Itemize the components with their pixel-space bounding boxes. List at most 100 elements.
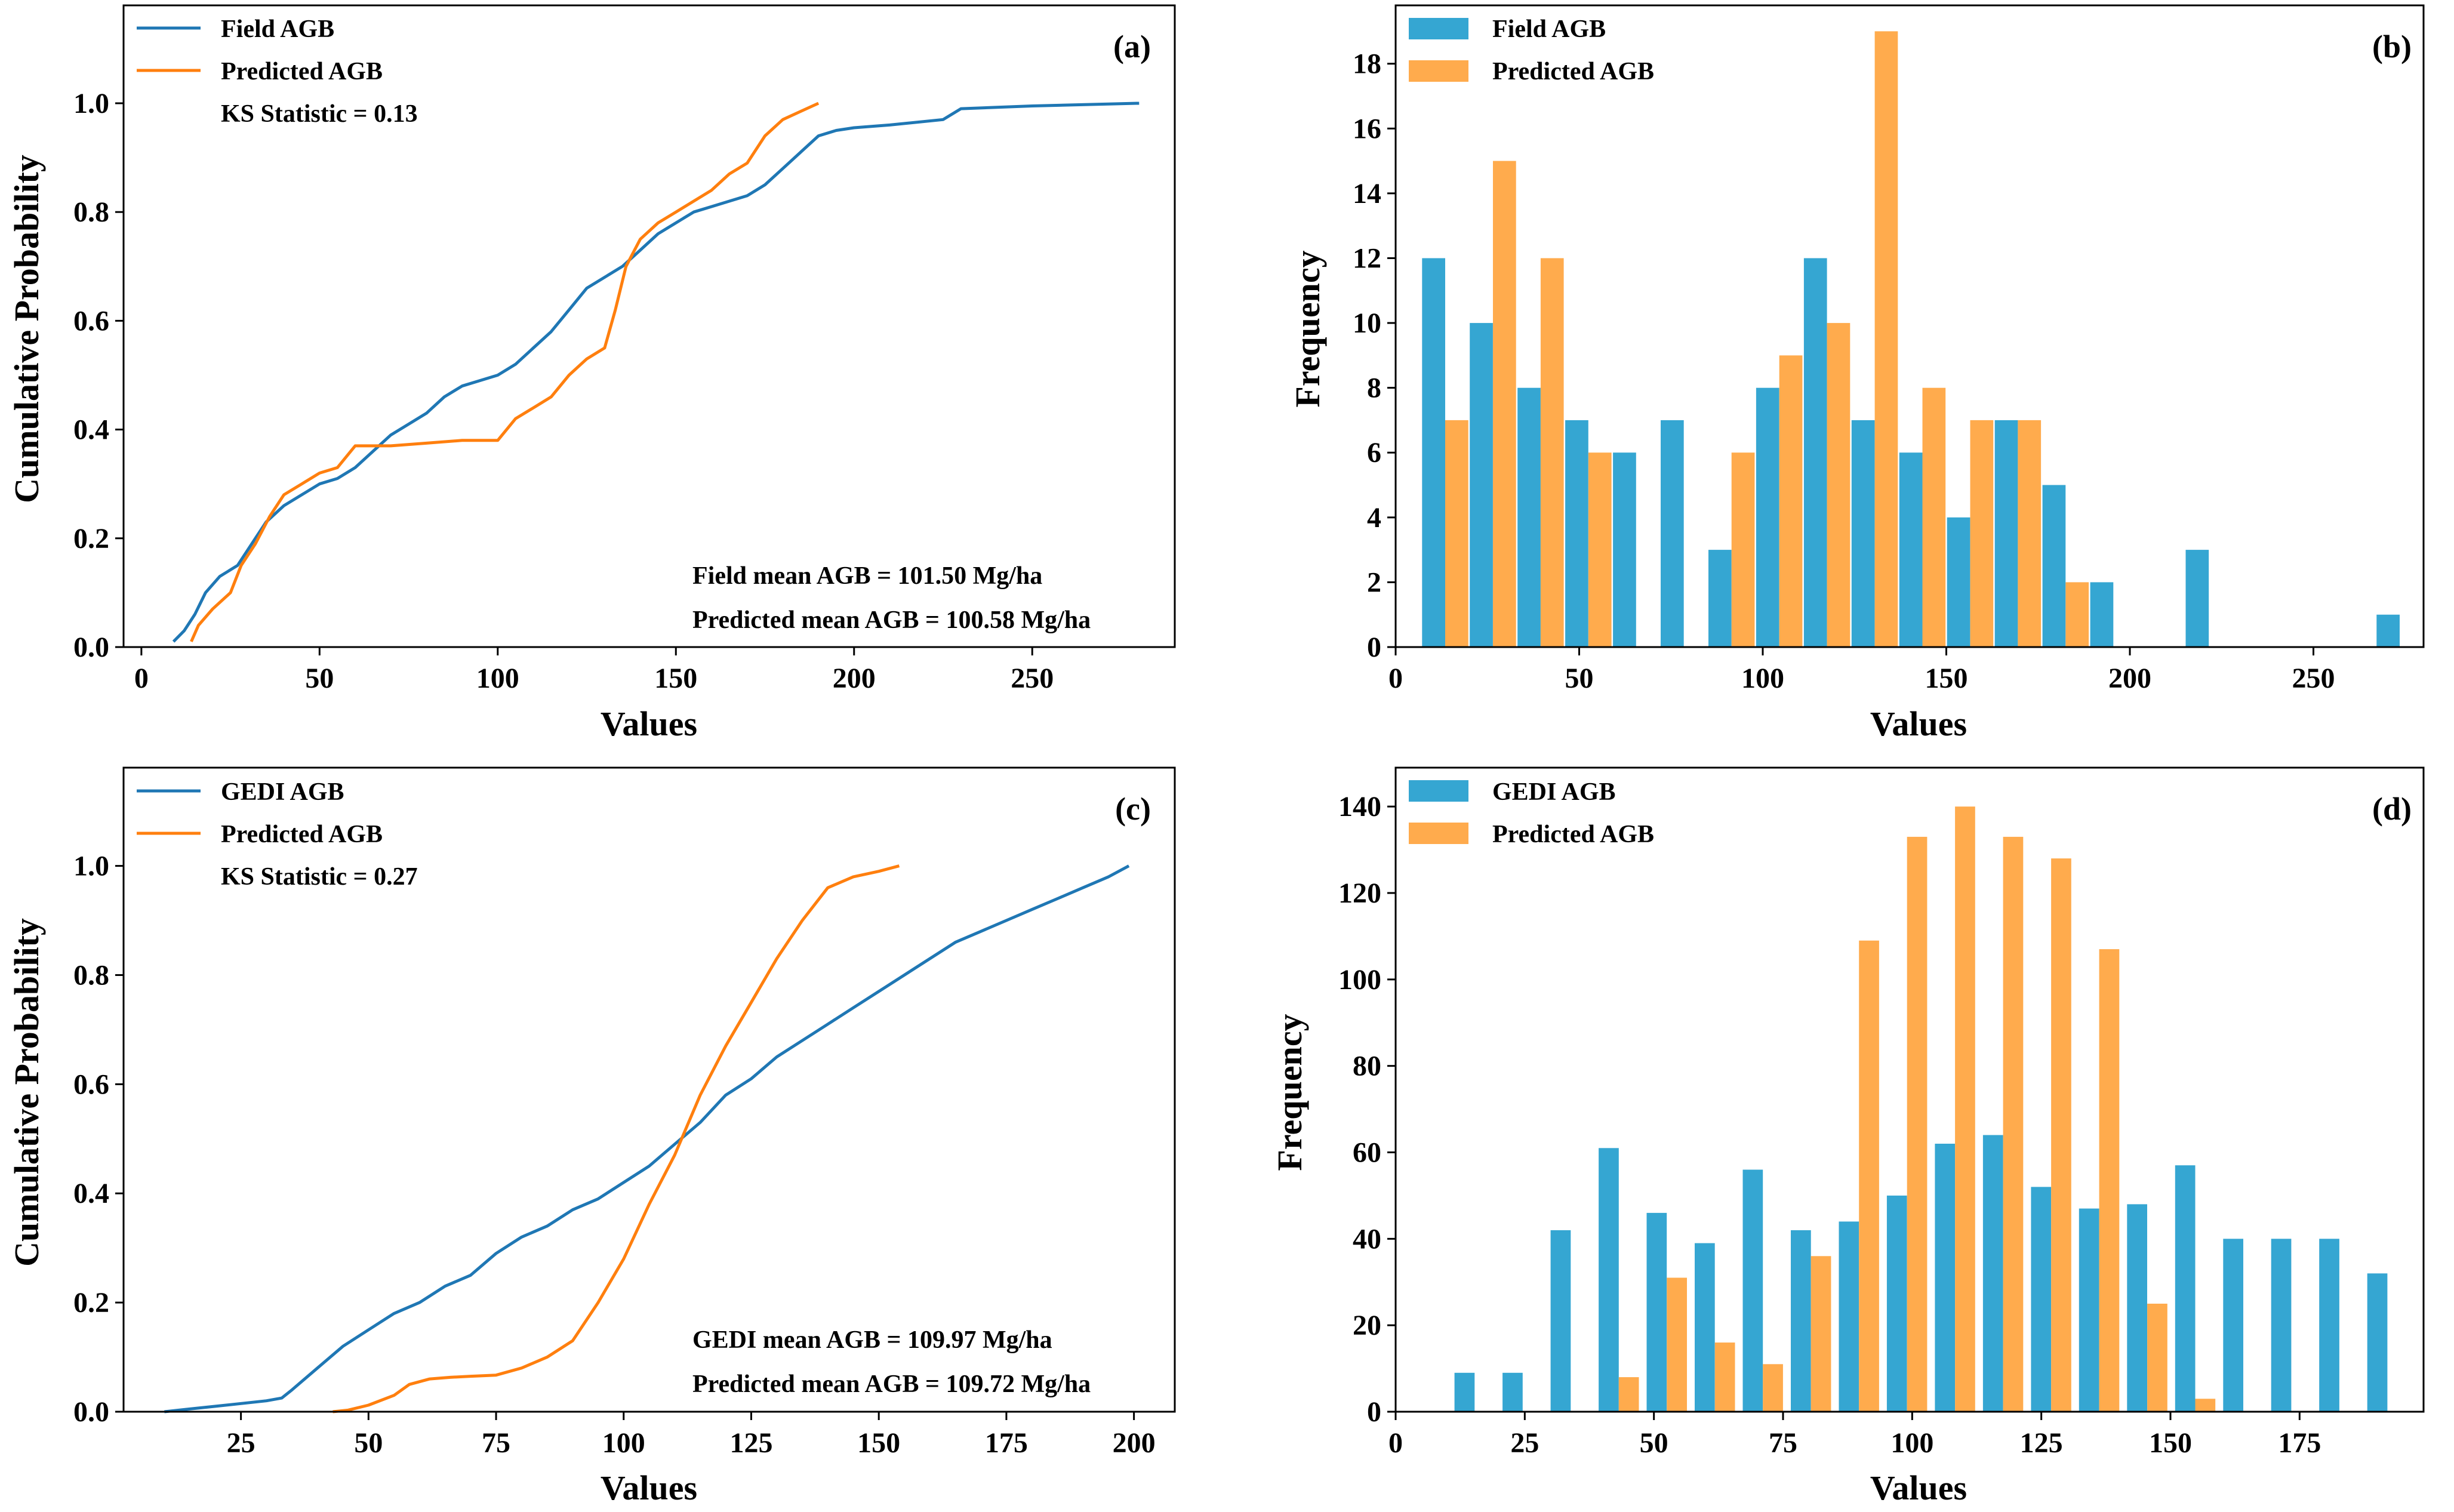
panel-b-x-tick-label: 50 [1565, 663, 1594, 694]
panel-c-y-tick-label: 0.8 [73, 959, 109, 991]
panel-a-predicted-mean: Predicted mean AGB = 100.58 Mg/ha [692, 606, 1091, 634]
panel-b-legend-swatch-predicted [1409, 60, 1468, 82]
panel-d-bar-gedi-agb [1599, 1148, 1619, 1412]
panel-a-legend: Field AGB Predicted AGB KS Statistic = 0… [137, 16, 418, 128]
panel-d-bar-predicted-agb [2003, 836, 2024, 1412]
panel-a-y-tick-label: 1.0 [73, 88, 109, 119]
panel-c-cdf-gedi-vs-predicted: 25 50 75 100 125 150 175 200 0.0 0.2 0.4 0.6 0.8 1.0… [7, 766, 1176, 1507]
panel-b-legend-swatch-field [1409, 18, 1468, 39]
panel-b-bar-predicted-agb [1588, 452, 1612, 647]
panel-c-x-tick-label: 200 [1113, 1427, 1156, 1459]
panel-d-axes-frame [1394, 766, 2425, 1413]
panel-d-bar-predicted-agb [2099, 949, 2120, 1412]
panel-b-histogram-field-vs-predicted: 0 50 100 150 200 250 0 2 4 6 8 10 12 14 16 18 Values F… [1288, 4, 2425, 743]
panel-d-y-tick-label: 20 [1353, 1310, 1381, 1341]
panel-d-bar-gedi-agb [1886, 1195, 1907, 1412]
panel-c-gedi-mean: GEDI mean AGB = 109.97 Mg/ha [692, 1326, 1052, 1354]
panel-d-x-tick-label: 0 [1388, 1427, 1403, 1459]
panel-a-y-ticks: 0.0 0.2 0.4 0.6 0.8 1.0 [73, 88, 124, 663]
panel-c-label: (c) [1115, 791, 1151, 827]
panel-b-bar-field-agb [2185, 550, 2209, 647]
panel-d-x-tick-label: 100 [1890, 1427, 1933, 1459]
panel-a-ks-statistic: KS Statistic = 0.13 [221, 100, 418, 128]
panel-d-y-tick-label: 120 [1338, 877, 1381, 909]
panel-b-x-tick-label: 150 [1925, 663, 1968, 694]
panel-d-bar-predicted-agb [1907, 836, 1928, 1412]
panel-a-x-tick-label: 200 [833, 663, 876, 694]
panel-b-bar-predicted-agb [1731, 452, 1755, 647]
panel-d-bar-gedi-agb [1791, 1230, 1811, 1412]
panel-b-legend-predicted-agb: Predicted AGB [1492, 58, 1654, 85]
panel-d-legend-swatch-gedi [1409, 780, 1468, 802]
panel-d-bar-gedi-agb [2367, 1273, 2388, 1412]
panel-b-y-tick-label: 4 [1367, 502, 1381, 534]
panel-d-x-axis-label: Values [1870, 1468, 1967, 1507]
panel-d-bar-gedi-agb [2175, 1165, 2196, 1412]
panel-d-x-tick-label: 75 [1769, 1427, 1797, 1459]
panel-d-plot-marks [1454, 806, 2388, 1412]
panel-d-x-tick-label: 50 [1640, 1427, 1668, 1459]
panel-d-bar-gedi-agb [1839, 1221, 1859, 1412]
panel-b-y-tick-label: 12 [1353, 242, 1381, 274]
panel-b-x-tick-label: 250 [2292, 663, 2335, 694]
panel-b-bar-field-agb [1803, 258, 1827, 647]
panel-d-y-tick-label: 40 [1353, 1223, 1381, 1255]
panel-c-x-tick-label: 100 [602, 1427, 645, 1459]
panel-c-x-tick-label: 150 [857, 1427, 900, 1459]
panel-b-x-tick-label: 0 [1388, 663, 1403, 694]
panel-d-legend-swatch-predicted [1409, 823, 1468, 844]
panel-d-histogram-gedi-vs-predicted: 0 25 50 75 100 125 150 175 0 20 40 60 80 100 120 140 V… [1270, 766, 2425, 1507]
panel-b-bar-predicted-agb [1540, 258, 1564, 647]
panel-a-cdf-field-vs-predicted: 0 50 100 150 200 250 0.0 0.2 0.4 0.6 0.8 1.0 Value… [7, 4, 1176, 743]
panel-d-y-tick-label: 140 [1338, 791, 1381, 823]
panel-b-bar-field-agb [1851, 420, 1875, 647]
panel-b-y-tick-label: 8 [1367, 372, 1381, 404]
panel-b-bar-field-agb [1899, 452, 1923, 647]
panel-b-y-tick-label: 18 [1353, 48, 1381, 80]
panel-a-y-tick-label: 0.2 [73, 523, 109, 555]
panel-d-y-ticks: 0 20 40 60 80 100 120 140 [1338, 791, 1396, 1428]
panel-b-y-ticks: 0 2 4 6 8 10 12 14 16 18 [1353, 48, 1396, 663]
panel-d-bar-gedi-agb [2127, 1204, 2147, 1412]
panel-d-bar-predicted-agb [1667, 1277, 1687, 1412]
panel-c-y-tick-label: 0.4 [73, 1178, 109, 1209]
panel-c-y-tick-label: 0.6 [73, 1068, 109, 1100]
panel-c-x-tick-label: 175 [985, 1427, 1028, 1459]
panel-d-bar-gedi-agb [2271, 1239, 2292, 1412]
panel-b-y-tick-label: 2 [1367, 566, 1381, 598]
panel-d-bar-predicted-agb [2195, 1399, 2216, 1412]
panel-b-bar-predicted-agb [1970, 420, 1994, 647]
panel-b-y-tick-label: 14 [1353, 178, 1381, 210]
panel-a-x-tick-label: 100 [476, 663, 519, 694]
panel-a-legend-field-agb: Field AGB [221, 16, 334, 43]
panel-c-series-predicted-agb-line [332, 864, 900, 1414]
panel-c-legend-gedi-agb: GEDI AGB [221, 778, 344, 806]
panel-c-plot-marks [164, 864, 1130, 1414]
panel-b-bar-field-agb [2042, 485, 2066, 647]
panel-d-bar-gedi-agb [1454, 1372, 1475, 1412]
panel-b-bar-field-agb [1613, 452, 1636, 647]
panel-b-plot-marks [1422, 31, 2400, 648]
panel-d-bar-predicted-agb [1955, 806, 1975, 1412]
panel-b-bar-field-agb [1756, 387, 1779, 647]
panel-a-series-field-agb-line [172, 101, 1140, 643]
panel-b-x-tick-label: 100 [1741, 663, 1784, 694]
panel-c-ks-statistic: KS Statistic = 0.27 [221, 863, 418, 891]
panel-d-bar-gedi-agb [2319, 1239, 2339, 1412]
panel-d-y-tick-label: 100 [1338, 964, 1381, 996]
panel-d-bar-gedi-agb [1742, 1169, 1763, 1412]
panel-b-axes-frame [1394, 4, 2425, 648]
panel-d-y-tick-label: 0 [1367, 1396, 1381, 1428]
panel-d-y-axis-label: Frequency [1270, 1014, 1309, 1171]
panel-d-x-tick-label: 25 [1510, 1427, 1539, 1459]
panel-c-x-tick-label: 50 [354, 1427, 383, 1459]
panel-d-y-tick-label: 60 [1353, 1137, 1381, 1169]
panel-b-bar-predicted-agb [1493, 161, 1516, 648]
panel-a-axes-frame [122, 4, 1176, 648]
panel-d-bar-predicted-agb [2147, 1304, 2167, 1412]
panel-d-bar-gedi-agb [2031, 1187, 2052, 1412]
panel-c-legend: GEDI AGB Predicted AGB KS Statistic = 0.… [137, 778, 418, 891]
panel-a-series-predicted-agb-line [190, 101, 820, 642]
panel-a-label: (a) [1113, 29, 1151, 64]
